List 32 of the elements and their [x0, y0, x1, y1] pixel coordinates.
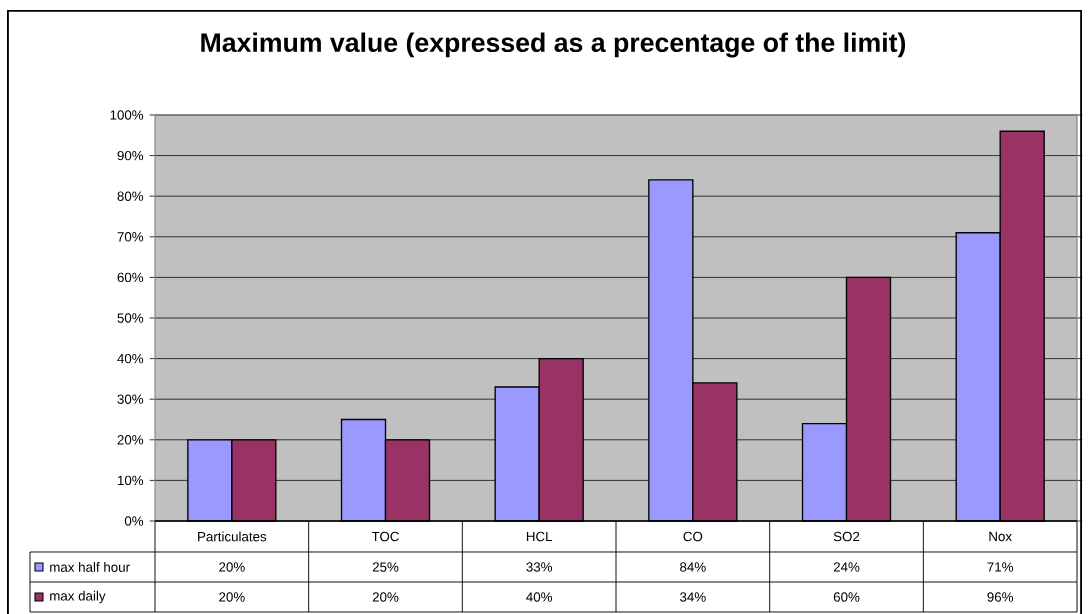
x-tick-label: SO2: [833, 531, 860, 542]
data-label: 24%: [833, 562, 860, 572]
y-tick-label: 70%: [117, 232, 144, 242]
y-tick-label: 90%: [117, 150, 144, 161]
y-tick-label: 0%: [124, 516, 144, 526]
data-label: 96%: [987, 592, 1014, 602]
legend-label: max half hour: [50, 562, 130, 572]
y-tick-label: 10%: [117, 475, 144, 486]
data-label: 84%: [680, 562, 706, 572]
x-tick-label: HCL: [526, 531, 553, 542]
data-label: 34%: [679, 592, 706, 602]
y-tick-label: 50%: [117, 313, 144, 323]
data-label: 20%: [372, 592, 399, 602]
data-label: 40%: [526, 592, 553, 602]
data-label: 20%: [219, 562, 245, 572]
y-tick-label: 60%: [117, 272, 144, 283]
y-tick-label: 20%: [117, 435, 144, 445]
data-label: 71%: [987, 562, 1014, 572]
x-tick-label: Nox: [989, 531, 1012, 542]
x-tick-label: Particulates: [198, 531, 267, 542]
data-label: 25%: [372, 562, 399, 572]
y-tick-label: 100%: [110, 110, 144, 120]
data-label: 33%: [526, 562, 553, 572]
y-tick-label: 80%: [117, 191, 144, 201]
x-tick-label: TOC: [371, 531, 399, 542]
legend-label: max daily: [50, 590, 106, 604]
data-label: 20%: [219, 592, 245, 602]
x-tick-label: CO: [683, 531, 703, 542]
chart-title: Maximum value (expressed as a precentage of the limit): [201, 32, 906, 58]
y-tick-label: 30%: [117, 394, 144, 404]
y-tick-label: 40%: [117, 353, 144, 364]
data-label: 60%: [833, 592, 860, 602]
